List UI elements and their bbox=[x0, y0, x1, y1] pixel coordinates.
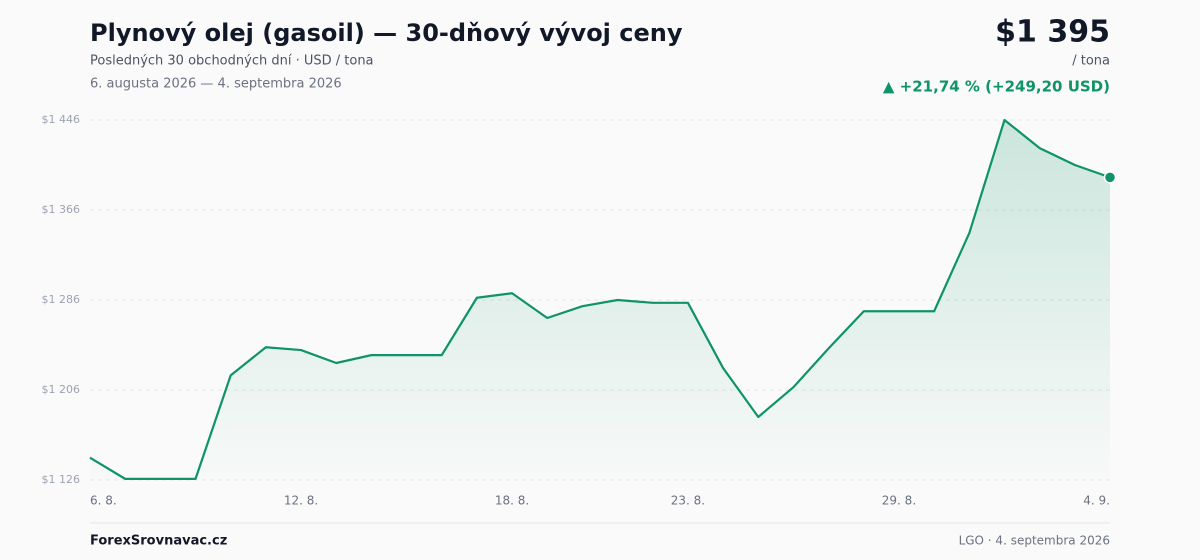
x-tick-label: 6. 8. bbox=[90, 494, 117, 508]
date-range: 6. augusta 2026 — 4. septembra 2026 bbox=[90, 77, 342, 92]
y-tick-label: $1 126 bbox=[42, 473, 81, 486]
x-tick-label: 12. 8. bbox=[284, 494, 318, 508]
y-tick-label: $1 286 bbox=[42, 293, 81, 306]
last-point bbox=[1103, 171, 1117, 184]
footer-source: ForexSrovnavac.cz bbox=[90, 534, 227, 549]
price-line bbox=[89, 118, 1111, 480]
x-tick-label: 4. 9. bbox=[1083, 494, 1110, 508]
plot-area: $1 126 $1 206 $1 286 $1 366 $1 446 6. 8. 12. 8… bbox=[42, 113, 1117, 508]
area bbox=[90, 120, 1110, 480]
footer-note: LGO · 4. septembra 2026 bbox=[959, 534, 1110, 548]
current-price: $1 395 bbox=[995, 15, 1110, 50]
y-tick-label: $1 206 bbox=[42, 383, 81, 396]
x-tick-label: 23. 8. bbox=[671, 494, 705, 508]
chart-title: Plynový olej (gasoil) — 30-dňový vývoj c… bbox=[90, 19, 683, 47]
y-tick-label: $1 446 bbox=[42, 113, 81, 126]
price-change: ▲ +21,74 % (+249,20 USD) bbox=[883, 78, 1110, 96]
y-tick-label: $1 366 bbox=[42, 203, 81, 216]
chart-subtitle: Posledných 30 obchodných dní · USD / ton… bbox=[90, 54, 374, 69]
x-tick-label: 18. 8. bbox=[495, 494, 529, 508]
x-tick-label: 29. 8. bbox=[882, 494, 916, 508]
price-unit: / tona bbox=[1072, 54, 1110, 69]
